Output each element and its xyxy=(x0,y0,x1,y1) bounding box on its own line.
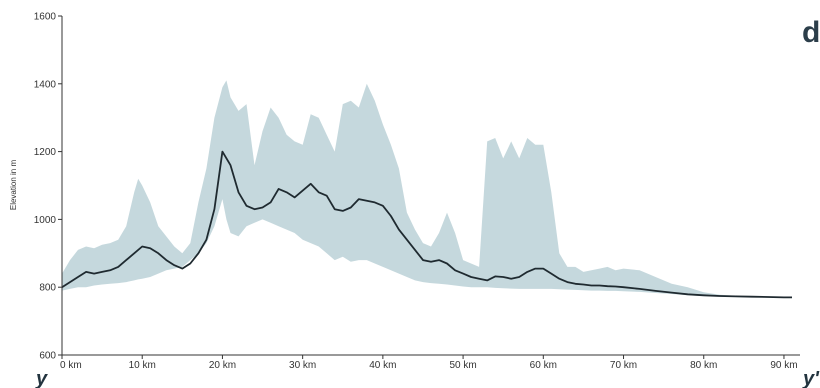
end-point-label: y' xyxy=(802,368,820,388)
x-tick-label: 90 km xyxy=(770,360,797,371)
y-tick-label: 1600 xyxy=(34,12,57,23)
elevation-profile-line xyxy=(61,150,792,299)
y-tick-label: 600 xyxy=(39,351,56,362)
x-axis-ticks: 0 km 10 km 20 km 30 km 40 km 50 km 60 km 70 km 8… xyxy=(60,355,798,371)
start-point-label: y xyxy=(35,368,48,388)
x-tick-label: 20 km xyxy=(209,360,236,371)
elevation-range-band xyxy=(62,80,792,298)
x-tick-label: 0 km xyxy=(60,360,82,371)
x-tick-label: 50 km xyxy=(449,360,476,371)
y-tick-label: 1000 xyxy=(34,215,57,226)
panel-label: d xyxy=(802,16,820,49)
axes xyxy=(61,16,800,356)
x-tick-label: 60 km xyxy=(530,360,557,371)
elevation-profile-path xyxy=(61,150,792,299)
y-axis-ticks: 600 800 1000 1200 1400 1600 xyxy=(34,12,62,362)
y-axis-label: Elevation in m xyxy=(9,160,18,211)
x-tick-label: 40 km xyxy=(369,360,396,371)
elevation-range-area xyxy=(62,80,792,298)
y-tick-label: 800 xyxy=(39,283,56,294)
x-tick-label: 30 km xyxy=(289,360,316,371)
x-tick-label: 10 km xyxy=(129,360,156,371)
y-tick-label: 1400 xyxy=(34,79,57,90)
x-tick-label: 80 km xyxy=(690,360,717,371)
x-tick-label: 70 km xyxy=(610,360,637,371)
y-tick-label: 1200 xyxy=(34,147,57,158)
